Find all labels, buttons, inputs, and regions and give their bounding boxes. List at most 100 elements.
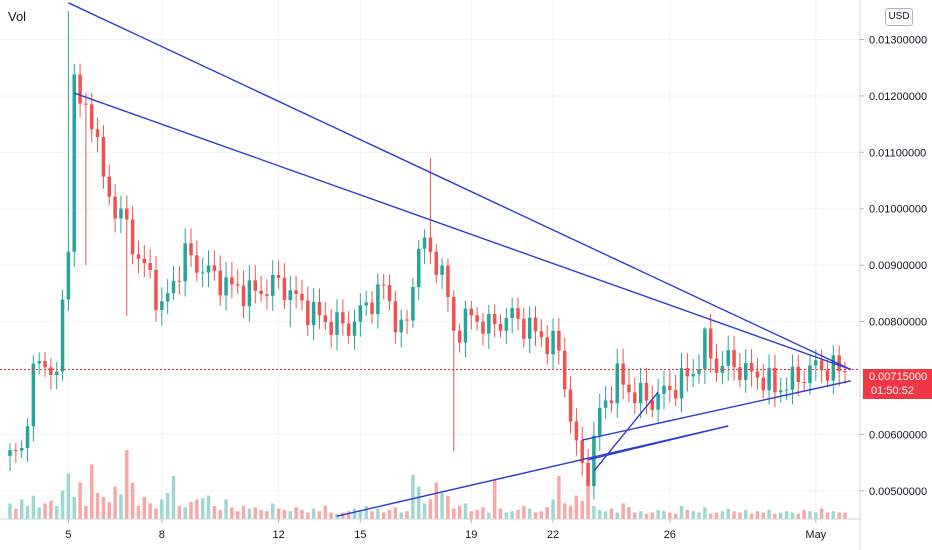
candle-body — [259, 290, 263, 295]
volume-bar — [545, 507, 549, 519]
volume-bar — [160, 499, 164, 519]
candle-body — [142, 258, 147, 264]
candle-body — [160, 301, 164, 311]
candle-body — [364, 302, 368, 306]
volume-bar — [259, 509, 263, 519]
volume-bar — [598, 509, 602, 519]
volume-bar — [54, 506, 59, 519]
candle-body — [773, 367, 777, 393]
volume-bar — [557, 476, 561, 519]
candle-body — [177, 280, 182, 282]
candle-body — [819, 360, 824, 371]
volume-bar — [119, 494, 123, 519]
candle-body — [311, 302, 316, 326]
time-axis[interactable]: 5 8 12 15 19 22 26 May — [65, 519, 827, 541]
candle-body — [288, 290, 293, 301]
volume-bar — [101, 496, 106, 519]
candle-body — [802, 382, 806, 384]
candle-body — [475, 315, 479, 322]
candle-body — [586, 462, 590, 487]
volume-bar — [650, 512, 655, 519]
volume-bar — [796, 513, 801, 519]
trendline[interactable] — [582, 380, 851, 441]
volume-bar — [732, 511, 736, 519]
volume-bar — [662, 511, 666, 519]
volume-bar — [469, 511, 474, 519]
volume-bar — [551, 499, 555, 519]
volume-bar — [609, 508, 614, 519]
candle-body — [399, 319, 403, 333]
candle-body — [825, 370, 830, 381]
candle-body — [685, 368, 690, 377]
volume-bar — [177, 506, 182, 519]
candle-body — [381, 284, 386, 286]
volume-bar — [638, 511, 643, 519]
trendline[interactable] — [587, 425, 729, 461]
candle-body — [428, 237, 433, 252]
candle-body — [767, 367, 771, 391]
grid — [0, 0, 860, 519]
volume-bar — [19, 499, 24, 519]
trendline[interactable] — [73, 92, 852, 371]
candle-body — [837, 355, 841, 372]
candle-body — [323, 315, 328, 323]
candle-body — [78, 74, 82, 104]
candle-body — [265, 294, 269, 296]
volume-bar — [399, 512, 403, 519]
candle-body — [95, 129, 100, 138]
volume-bar — [697, 512, 701, 519]
volume-bar — [475, 509, 479, 519]
candle-body — [638, 382, 643, 404]
candle-body — [522, 318, 526, 339]
candle-body — [691, 373, 695, 377]
volume-bar — [743, 509, 748, 519]
volume-bar — [329, 512, 333, 519]
candle-body — [101, 137, 106, 177]
time-tick-label: 15 — [354, 529, 366, 541]
volume-bar — [276, 508, 281, 519]
candle-body — [527, 317, 532, 339]
trendline[interactable] — [68, 2, 852, 371]
volume-bar — [317, 511, 322, 519]
candle-body — [697, 369, 701, 374]
price-tick-label: 0.00800000 — [869, 317, 927, 329]
candle-body — [195, 255, 199, 273]
trendline[interactable] — [593, 391, 659, 472]
volume-bar — [171, 476, 176, 519]
volume-bar — [802, 509, 806, 519]
bar-countdown: 01:50:52 — [871, 385, 914, 397]
volume-bar — [580, 500, 584, 519]
currency-button[interactable]: USD — [885, 8, 913, 26]
volume-bar — [568, 506, 573, 519]
candle-body — [218, 270, 222, 296]
volume-bar — [282, 509, 287, 519]
volume-bar — [814, 512, 818, 519]
volume-bar — [300, 509, 304, 519]
volume-bar — [306, 512, 310, 519]
candle-body — [358, 305, 363, 322]
volume-bar — [8, 503, 12, 519]
volume-bar — [416, 486, 421, 519]
volume-bar — [825, 512, 830, 519]
candle-body — [434, 251, 439, 275]
trendlines[interactable] — [68, 2, 852, 517]
volume-bar — [113, 486, 117, 519]
volume-bar — [346, 511, 351, 519]
volume-bar — [679, 506, 684, 519]
volume-bar — [574, 495, 579, 519]
volume-bar — [440, 493, 444, 519]
candle-body — [738, 367, 742, 381]
price-axis[interactable]: 0.01300000 0.01200000 0.01100000 0.01000000… — [860, 34, 927, 498]
volume-bar — [411, 474, 415, 519]
volume-bar — [422, 503, 427, 519]
volume-bar — [405, 511, 409, 519]
volume-bar — [562, 503, 567, 519]
candle-body — [335, 312, 339, 335]
candle-body — [60, 299, 65, 372]
volume-bar — [627, 507, 631, 519]
candle-body — [271, 274, 275, 296]
candle-body — [393, 301, 398, 333]
candle-body — [627, 384, 631, 393]
volume-bar — [165, 493, 170, 519]
